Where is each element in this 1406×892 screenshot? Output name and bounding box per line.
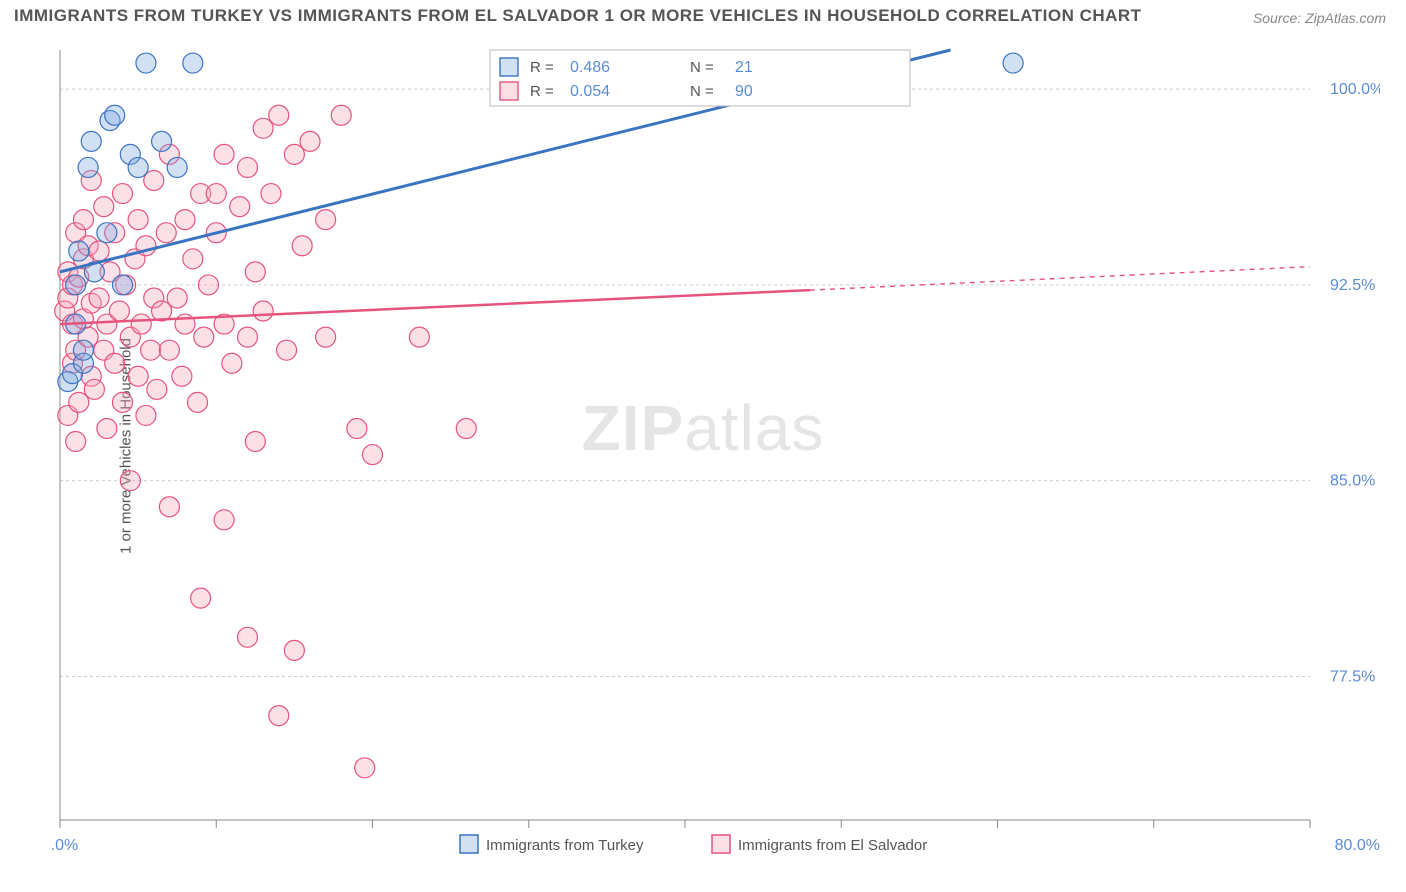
point-el-salvador [331, 105, 351, 125]
point-turkey [73, 340, 93, 360]
x-tick-end: 80.0% [1335, 837, 1380, 854]
point-el-salvador [245, 262, 265, 282]
point-el-salvador [136, 405, 156, 425]
point-el-salvador [300, 131, 320, 151]
legend-swatch [712, 835, 730, 853]
point-turkey [105, 105, 125, 125]
point-el-salvador [84, 379, 104, 399]
point-el-salvador [89, 241, 109, 261]
point-el-salvador [238, 327, 258, 347]
point-turkey [66, 275, 86, 295]
stat-R-label: R = [530, 83, 554, 100]
point-el-salvador [128, 210, 148, 230]
stat-N-label: N = [690, 59, 714, 76]
point-el-salvador [120, 471, 140, 491]
point-turkey [136, 53, 156, 73]
point-el-salvador [206, 184, 226, 204]
legend-swatch [500, 58, 518, 76]
point-el-salvador [198, 275, 218, 295]
source-label: Source: ZipAtlas.com [1253, 10, 1386, 26]
point-el-salvador [347, 418, 367, 438]
point-el-salvador [194, 327, 214, 347]
point-el-salvador [89, 288, 109, 308]
point-turkey [81, 131, 101, 151]
point-turkey [113, 275, 133, 295]
y-tick-label: 85.0% [1330, 473, 1375, 490]
point-el-salvador [159, 340, 179, 360]
point-el-salvador [105, 353, 125, 373]
point-el-salvador [147, 379, 167, 399]
y-tick-label: 92.5% [1330, 277, 1375, 294]
point-el-salvador [94, 197, 114, 217]
legend-swatch [460, 835, 478, 853]
stat-R-label: R = [530, 59, 554, 76]
point-el-salvador [109, 301, 129, 321]
point-el-salvador [456, 418, 476, 438]
point-el-salvador [175, 210, 195, 230]
point-turkey [167, 157, 187, 177]
chart-container: IMMIGRANTS FROM TURKEY VS IMMIGRANTS FRO… [0, 0, 1406, 892]
legend-el-salvador: Immigrants from El Salvador [738, 837, 927, 854]
point-el-salvador [292, 236, 312, 256]
point-el-salvador [167, 288, 187, 308]
point-el-salvador [183, 249, 203, 269]
point-turkey [78, 157, 98, 177]
point-el-salvador [156, 223, 176, 243]
point-el-salvador [214, 510, 234, 530]
point-el-salvador [269, 706, 289, 726]
point-el-salvador [409, 327, 429, 347]
point-el-salvador [222, 353, 242, 373]
point-turkey [69, 241, 89, 261]
point-el-salvador [238, 627, 258, 647]
legend-turkey: Immigrants from Turkey [486, 837, 644, 854]
point-turkey [97, 223, 117, 243]
point-el-salvador [284, 640, 304, 660]
point-el-salvador [113, 392, 133, 412]
x-tick-0: 0.0% [50, 837, 78, 854]
stat-N-label: N = [690, 83, 714, 100]
y-tick-label: 100.0% [1330, 81, 1380, 98]
point-el-salvador [113, 184, 133, 204]
point-el-salvador [188, 392, 208, 412]
point-el-salvador [269, 105, 289, 125]
point-el-salvador [261, 184, 281, 204]
scatter-plot: 77.5% 85.0% 92.5% 100.0% R = 0.486 N = 21 R = 0.0… [50, 40, 1380, 860]
point-el-salvador [253, 301, 273, 321]
point-el-salvador [141, 340, 161, 360]
point-el-salvador [128, 366, 148, 386]
point-turkey [128, 157, 148, 177]
stat-R-value: 0.054 [570, 83, 610, 100]
point-turkey [1003, 53, 1023, 73]
legend-swatch [500, 82, 518, 100]
point-el-salvador [316, 210, 336, 230]
trend-el-salvador-ext [810, 267, 1310, 290]
point-el-salvador [238, 157, 258, 177]
point-el-salvador [214, 144, 234, 164]
stat-N-value: 90 [735, 83, 753, 100]
point-el-salvador [73, 210, 93, 230]
chart-title: IMMIGRANTS FROM TURKEY VS IMMIGRANTS FRO… [14, 6, 1142, 26]
point-el-salvador [131, 314, 151, 334]
point-el-salvador [66, 432, 86, 452]
y-tick-label: 77.5% [1330, 668, 1375, 685]
point-el-salvador [355, 758, 375, 778]
stat-N-value: 21 [735, 59, 753, 76]
point-turkey [152, 131, 172, 151]
point-el-salvador [159, 497, 179, 517]
point-el-salvador [191, 588, 211, 608]
point-el-salvador [97, 418, 117, 438]
point-el-salvador [172, 366, 192, 386]
point-el-salvador [245, 432, 265, 452]
point-el-salvador [277, 340, 297, 360]
point-el-salvador [363, 445, 383, 465]
point-el-salvador [230, 197, 250, 217]
point-turkey [183, 53, 203, 73]
stat-R-value: 0.486 [570, 59, 610, 76]
point-el-salvador [316, 327, 336, 347]
